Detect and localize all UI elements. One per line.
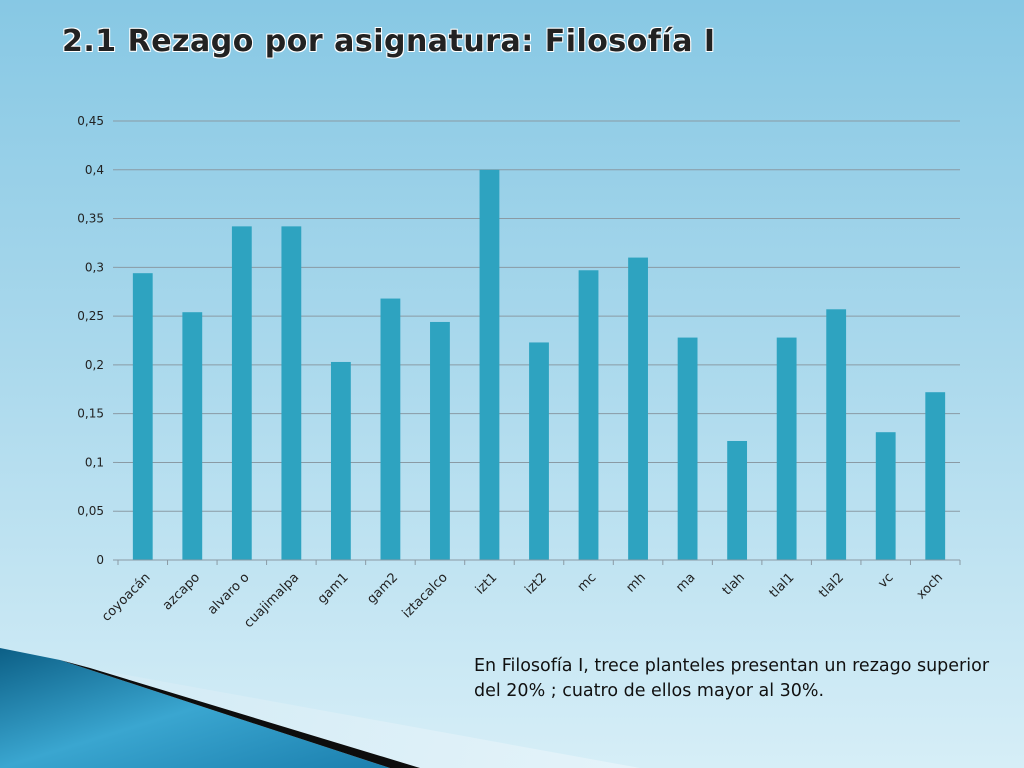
- swoosh-pale-band: [0, 652, 640, 768]
- slide-title: 2.1 Rezago por asignatura: Filosofía I: [62, 24, 716, 59]
- y-tick-label: 0,35: [77, 212, 104, 226]
- bar-2: [231, 226, 252, 561]
- y-tick-label: 0,3: [85, 260, 104, 274]
- y-tick-label: 0,05: [77, 504, 104, 518]
- y-tick-label: 0,2: [85, 358, 104, 372]
- bar-0: [132, 273, 153, 560]
- bar-4: [330, 361, 351, 560]
- bar-chart: 00,050,10,150,20,250,30,350,40,45 coyoac…: [77, 114, 961, 631]
- bar-12: [727, 440, 748, 560]
- bar-15: [875, 432, 896, 560]
- bar-7: [479, 169, 500, 560]
- bar-6: [430, 321, 450, 560]
- bar-8: [529, 342, 549, 560]
- bar-10: [628, 257, 648, 560]
- y-tick-label: 0,4: [85, 163, 104, 177]
- y-tick-label: 0: [96, 553, 104, 567]
- bar-14: [826, 309, 847, 560]
- bar-13: [776, 337, 797, 560]
- bar-9: [578, 270, 599, 560]
- bar-5: [380, 298, 401, 560]
- bar-3: [281, 226, 302, 561]
- slide-caption: En Filosofía I, trece planteles presenta…: [474, 656, 990, 701]
- bars: [132, 169, 946, 561]
- y-tick-label: 0,45: [77, 114, 104, 128]
- bar-1: [182, 312, 203, 560]
- y-tick-label: 0,25: [77, 309, 104, 323]
- y-tick-label: 0,15: [77, 407, 104, 421]
- bar-11: [677, 337, 698, 560]
- y-axis-tick-labels: 0 0,05 0,1 0,15 0,2 0,25 0,3 0,35 0,4 0,45: [77, 114, 104, 567]
- y-tick-label: 0,1: [85, 455, 104, 469]
- bar-16: [925, 392, 946, 560]
- swoosh-dark-stripe: [60, 660, 420, 768]
- swoosh-blue-band: [0, 648, 390, 768]
